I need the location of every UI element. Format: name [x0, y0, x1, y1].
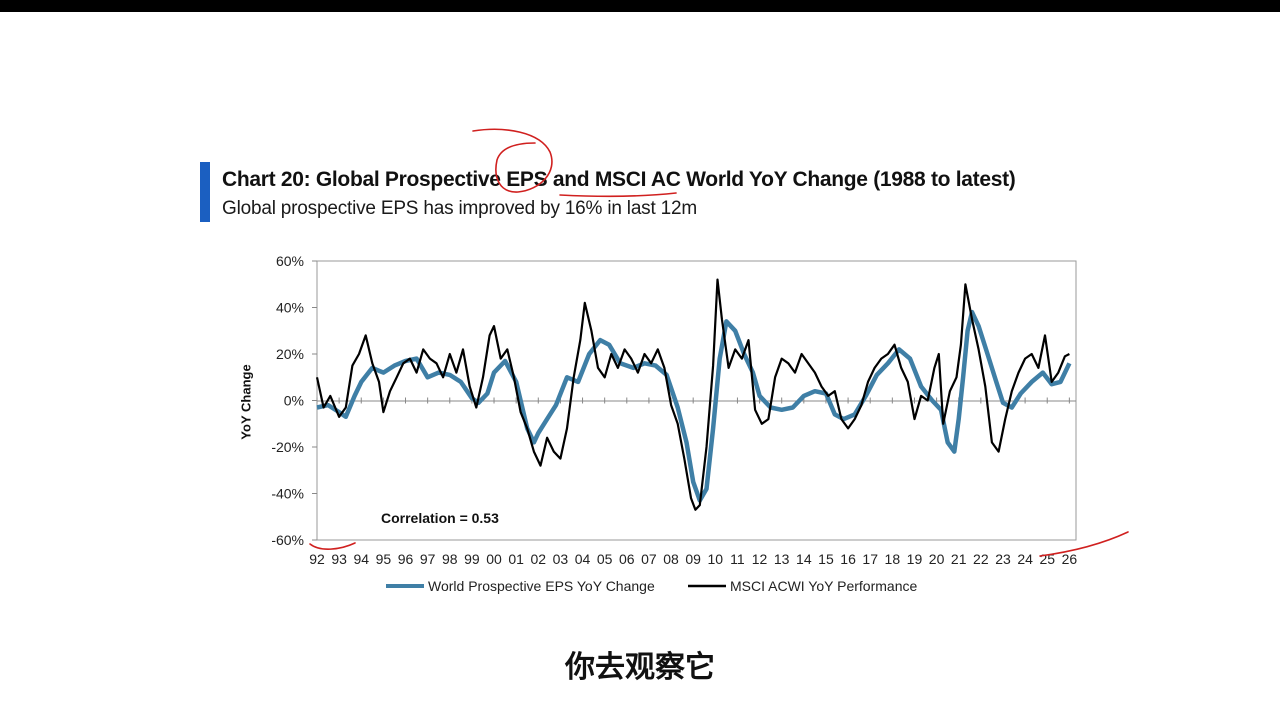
y-tick-label: -40%	[271, 486, 304, 502]
x-tick-label: 04	[575, 551, 591, 567]
y-tick-label: -20%	[271, 439, 304, 455]
x-tick-label: 16	[840, 551, 856, 567]
x-tick-label: 98	[442, 551, 458, 567]
handwritten-underline-title	[559, 192, 677, 198]
y-tick-label: 20%	[276, 346, 304, 362]
x-tick-label: 18	[885, 551, 901, 567]
x-tick-label: 07	[641, 551, 657, 567]
x-tick-label: 10	[708, 551, 724, 567]
x-tick-label: 93	[331, 551, 347, 567]
y-tick-label: -60%	[271, 532, 304, 548]
title-accent-bar	[200, 162, 210, 222]
series-lines	[315, 278, 1072, 511]
x-tick-label: 20	[929, 551, 945, 567]
x-tick-label: 17	[862, 551, 878, 567]
correlation-annotation: Correlation = 0.53	[381, 510, 499, 526]
chart-subtitle: Global prospective EPS has improved by 1…	[222, 198, 697, 219]
x-tick-label: 08	[663, 551, 679, 567]
x-tick-label: 97	[420, 551, 436, 567]
legend-label-eps: World Prospective EPS YoY Change	[428, 578, 655, 594]
series-line-msci	[315, 278, 1070, 511]
x-tick-label: 01	[508, 551, 524, 567]
x-tick-label: 95	[376, 551, 392, 567]
x-tick-label: 00	[486, 551, 502, 567]
y-tick-label: 60%	[276, 253, 304, 269]
x-tick-label: 21	[951, 551, 967, 567]
x-tick-label: 13	[774, 551, 790, 567]
x-tick-label: 05	[597, 551, 613, 567]
x-tick-label: 03	[553, 551, 569, 567]
y-tick-label: 40%	[276, 300, 304, 316]
handwritten-circle-eps	[472, 128, 553, 193]
x-tick-label: 02	[530, 551, 546, 567]
handwritten-annotations	[309, 128, 1129, 557]
x-axis-ticks: 92 93 94 95 96 97 98 99 00 01 02 03 04 05 06 07 08 09 10 11…	[309, 397, 1078, 567]
top-letterbox-bar	[0, 0, 1280, 12]
x-tick-label: 94	[353, 551, 369, 567]
x-tick-label: 23	[995, 551, 1011, 567]
x-tick-label: 15	[818, 551, 834, 567]
y-axis-ticks: 60% 40% 20% 0% -20% -40% -60%	[271, 253, 317, 548]
x-tick-label: 09	[685, 551, 701, 567]
handwritten-mark-bottom-left	[309, 542, 356, 550]
legend-label-msci: MSCI ACWI YoY Performance	[730, 578, 917, 594]
handwritten-mark-bottom-right	[1039, 531, 1129, 557]
video-subtitle-caption: 你去观察它	[565, 651, 715, 684]
chart-legend: World Prospective EPS YoY Change MSCI AC…	[386, 578, 917, 594]
x-tick-label: 24	[1017, 551, 1033, 567]
x-tick-label: 14	[796, 551, 812, 567]
x-tick-label: 19	[907, 551, 923, 567]
x-tick-label: 26	[1062, 551, 1078, 567]
x-tick-label: 12	[752, 551, 768, 567]
x-tick-label: 06	[619, 551, 635, 567]
chart-title: Chart 20: Global Prospective EPS and MSC…	[222, 168, 1016, 191]
x-tick-label: 22	[973, 551, 989, 567]
x-tick-label: 99	[464, 551, 480, 567]
y-tick-label: 0%	[284, 393, 304, 409]
x-tick-label: 96	[398, 551, 414, 567]
series-line-eps	[316, 309, 1072, 503]
x-tick-label: 11	[730, 551, 745, 567]
x-tick-label: 92	[309, 551, 325, 567]
